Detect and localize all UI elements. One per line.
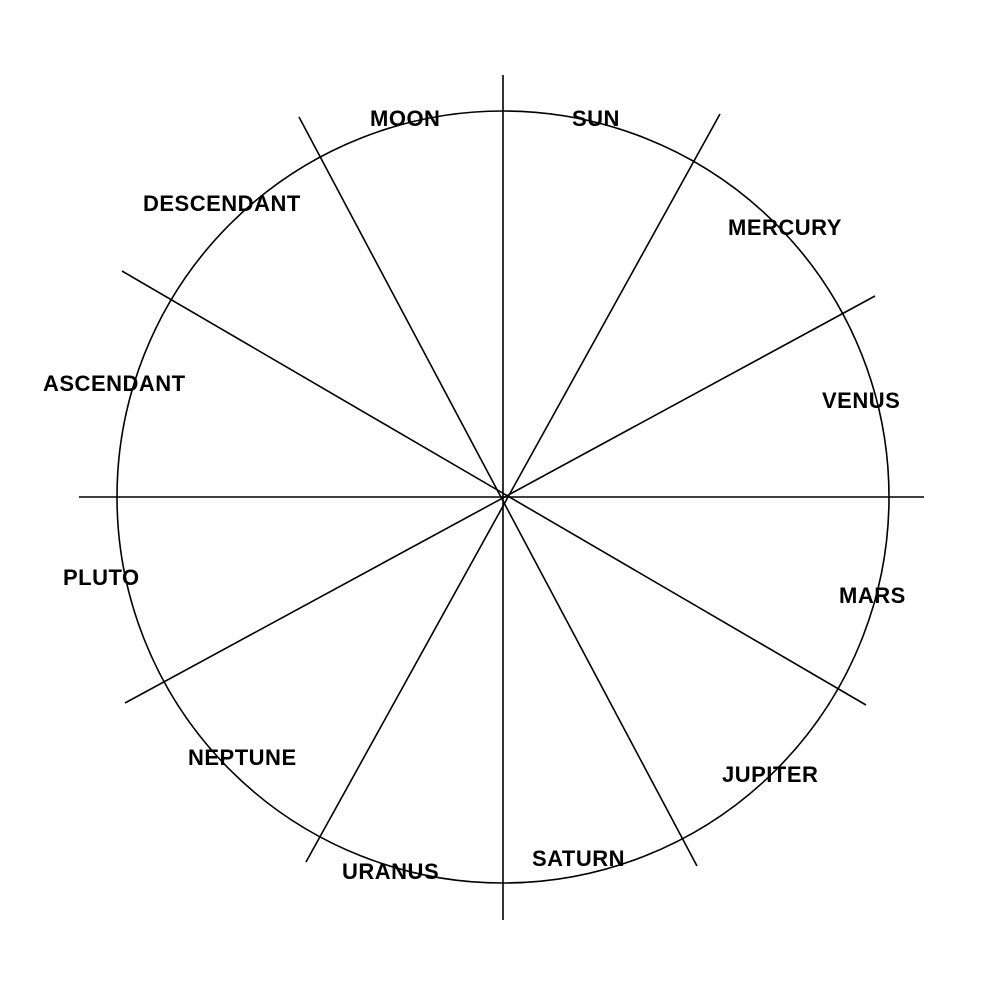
spoke-1 xyxy=(305,113,721,863)
segment-label-ascendant: ASCENDANT xyxy=(43,371,186,396)
segment-label-moon: MOON xyxy=(370,106,440,131)
segment-label-sun: SUN xyxy=(572,106,620,131)
segment-label-venus: VENUS xyxy=(822,388,900,413)
segment-label-jupiter: JUPITER xyxy=(722,762,818,787)
segment-label-mercury: MERCURY xyxy=(728,215,842,240)
segment-label-uranus: URANUS xyxy=(342,859,439,884)
segment-label-pluto: PLUTO xyxy=(63,565,140,590)
segment-label-mars: MARS xyxy=(839,583,906,608)
spoke-5 xyxy=(298,116,698,867)
segment-label-neptune: NEPTUNE xyxy=(188,745,297,770)
spoke-4 xyxy=(121,270,867,706)
segment-label-saturn: SATURN xyxy=(532,846,625,871)
spoke-2 xyxy=(124,295,876,704)
segment-label-descendant: DESCENDANT xyxy=(143,191,301,216)
